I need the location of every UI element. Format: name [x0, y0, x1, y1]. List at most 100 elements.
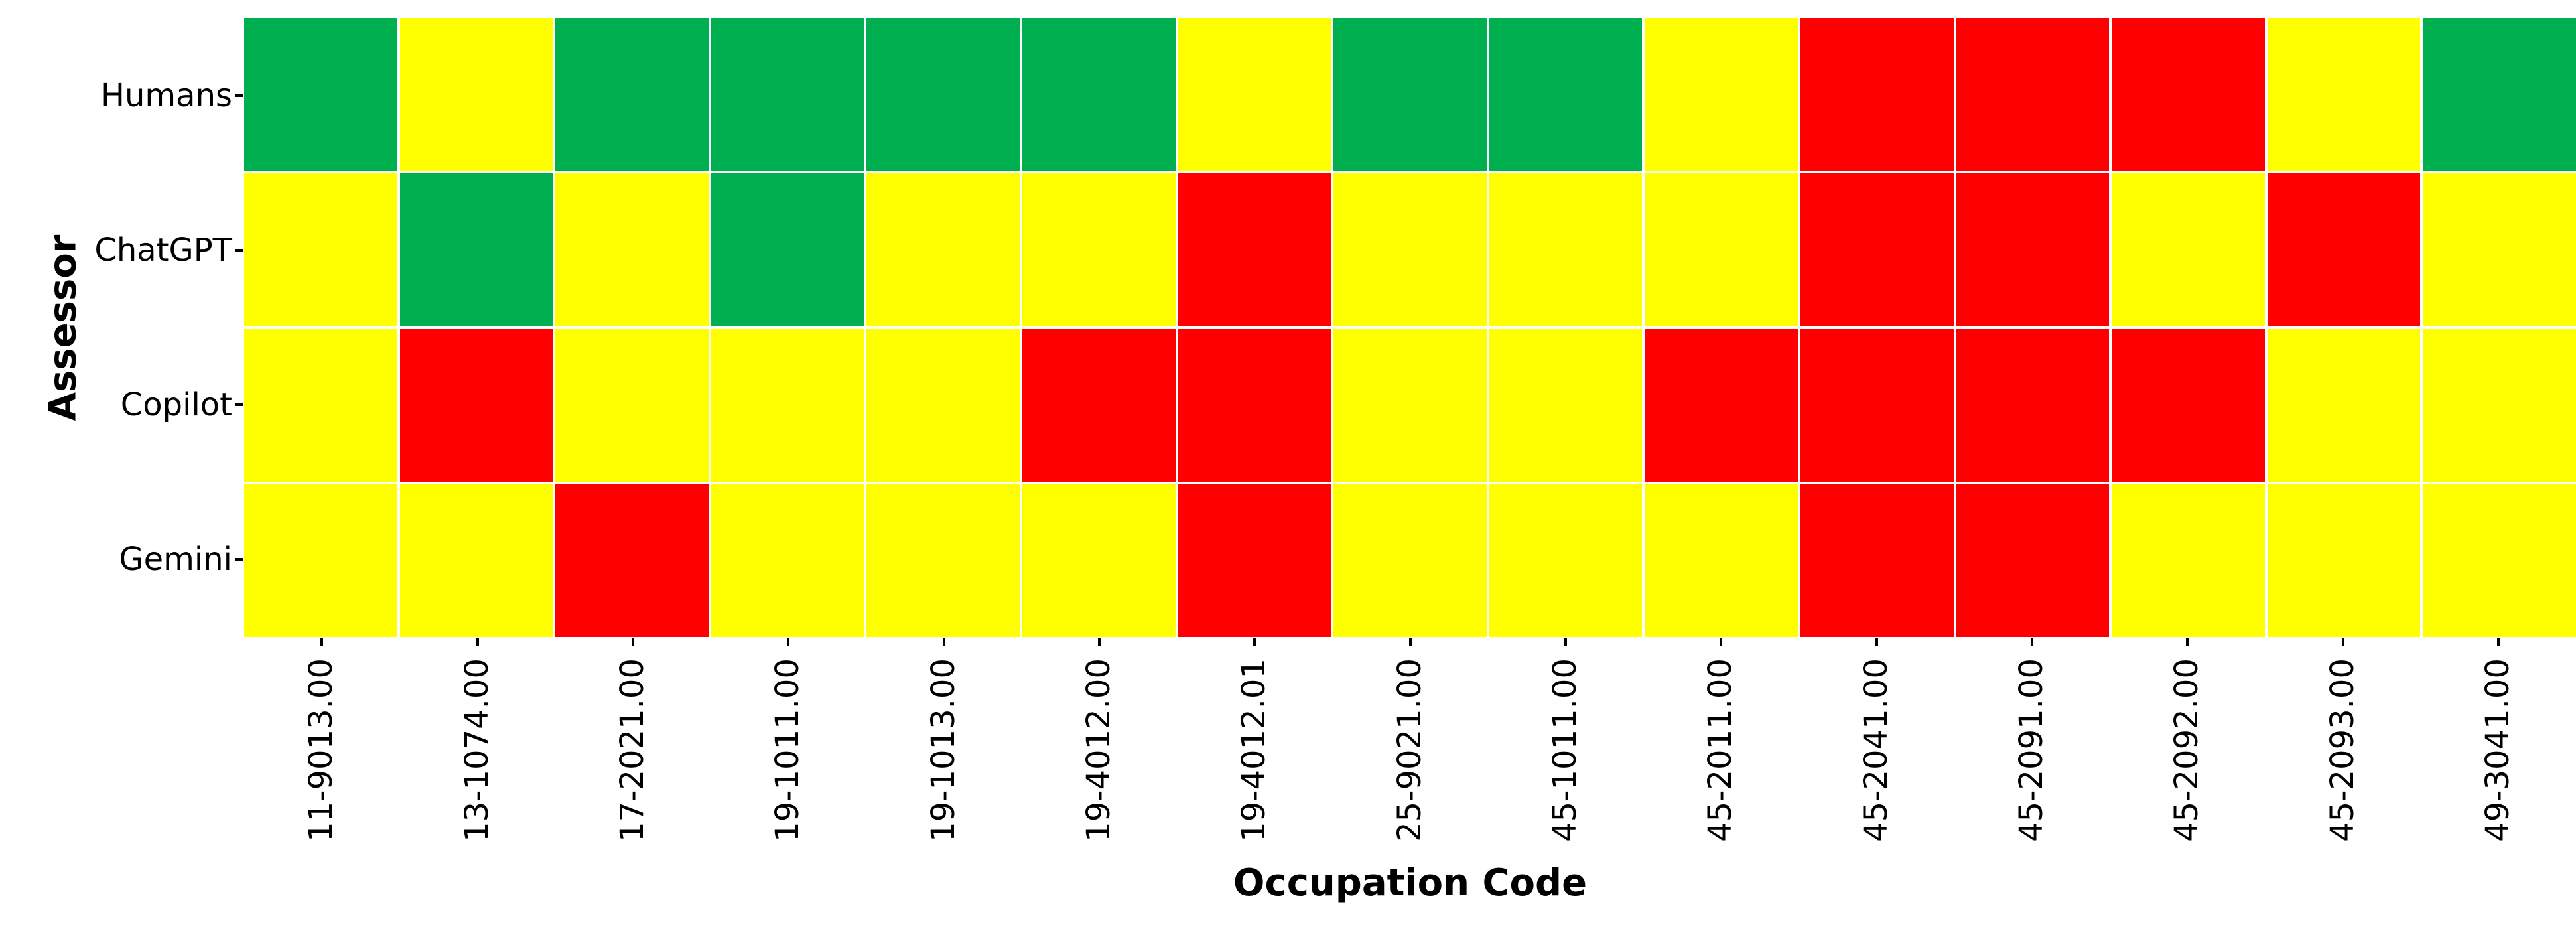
heatmap-cell-Gemini-45-2092.00 [2112, 484, 2265, 637]
x-tick-mark [2186, 638, 2189, 646]
heatmap-cell-Humans-45-1011.00 [1489, 18, 1643, 171]
heatmap-cell-Humans-45-2091.00 [1956, 18, 2110, 171]
heatmap-cell-ChatGPT-45-2041.00 [1800, 173, 1954, 326]
x-tick-mark [787, 638, 790, 646]
heatmap-cell-Humans-45-2011.00 [1645, 18, 1798, 171]
heatmap-cell-ChatGPT-25-9021.00 [1333, 173, 1487, 326]
heatmap-cell-Humans-19-1013.00 [866, 18, 1020, 171]
heatmap-cell-Gemini-11-9013.00 [244, 484, 397, 637]
heatmap-cell-Copilot-17-2021.00 [555, 328, 709, 482]
x-axis-title: Occupation Code [1233, 861, 1588, 904]
heatmap-cell-Gemini-45-2011.00 [1645, 484, 1798, 637]
x-tick-mark [942, 638, 945, 646]
heatmap-cell-ChatGPT-49-3041.00 [2423, 173, 2576, 326]
x-tick-label-45-2011.00: 45-2011.00 [1702, 658, 1739, 842]
heatmap-cell-Gemini-19-4012.00 [1022, 484, 1176, 637]
heatmap-cell-Gemini-19-1011.00 [711, 484, 864, 637]
x-tick-mark [1875, 638, 1878, 646]
x-tick-label-45-2093.00: 45-2093.00 [2323, 658, 2361, 842]
heatmap-cell-ChatGPT-19-1011.00 [711, 173, 864, 326]
x-tick-mark [631, 638, 634, 646]
heatmap-cell-Humans-45-2041.00 [1800, 18, 1954, 171]
x-tick-label-19-1011.00: 19-1011.00 [769, 658, 807, 842]
heatmap-cell-Humans-19-4012.00 [1022, 18, 1176, 171]
heatmap-cell-Gemini-45-1011.00 [1489, 484, 1643, 637]
heatmap-cell-ChatGPT-19-1013.00 [866, 173, 1020, 326]
heatmap-cell-Gemini-49-3041.00 [2423, 484, 2576, 637]
heatmap-cell-Copilot-45-2092.00 [2112, 328, 2265, 482]
x-tick-mark [2496, 638, 2500, 646]
x-tick-label-45-2092.00: 45-2092.00 [2168, 658, 2206, 842]
heatmap-cell-ChatGPT-19-4012.00 [1022, 173, 1176, 326]
heatmap-cell-Humans-13-1074.00 [399, 18, 553, 171]
heatmap-cell-Humans-45-2093.00 [2267, 18, 2421, 171]
heatmap-cell-Copilot-11-9013.00 [244, 328, 397, 482]
heatmap-cell-Gemini-19-1013.00 [866, 484, 1020, 637]
heatmap-cell-ChatGPT-13-1074.00 [399, 173, 553, 326]
x-tick-mark [1564, 638, 1567, 646]
heatmap-cell-Copilot-19-4012.01 [1178, 328, 1331, 482]
heatmap-cell-Copilot-25-9021.00 [1333, 328, 1487, 482]
heatmap-cell-ChatGPT-19-4012.01 [1178, 173, 1331, 326]
y-tick-label-Copilot: Copilot [120, 386, 232, 424]
heatmap-cell-Gemini-13-1074.00 [399, 484, 553, 637]
x-tick-label-49-3041.00: 49-3041.00 [2478, 658, 2516, 842]
heatmap-cell-Copilot-45-2093.00 [2267, 328, 2421, 482]
x-tick-label-13-1074.00: 13-1074.00 [458, 658, 496, 842]
heatmap-cell-Copilot-45-2011.00 [1645, 328, 1798, 482]
heatmap-cell-Copilot-45-2041.00 [1800, 328, 1954, 482]
x-tick-label-45-2091.00: 45-2091.00 [2012, 658, 2050, 842]
y-tick-mark [235, 94, 243, 97]
heatmap-cell-Humans-25-9021.00 [1333, 18, 1487, 171]
heatmap-cell-ChatGPT-45-2091.00 [1956, 173, 2110, 326]
x-tick-mark [1097, 638, 1101, 646]
y-tick-mark [235, 403, 243, 407]
heatmap-cell-ChatGPT-45-2093.00 [2267, 173, 2421, 326]
y-tick-label-ChatGPT: ChatGPT [94, 231, 232, 269]
heatmap-cell-Humans-45-2092.00 [2112, 18, 2265, 171]
heatmap-grid [244, 18, 2576, 637]
heatmap-cell-Copilot-13-1074.00 [399, 328, 553, 482]
x-tick-label-45-2041.00: 45-2041.00 [1857, 658, 1895, 842]
heatmap-cell-Humans-49-3041.00 [2423, 18, 2576, 171]
heatmap-cell-Humans-19-4012.01 [1178, 18, 1331, 171]
heatmap-cell-Copilot-45-1011.00 [1489, 328, 1643, 482]
heatmap-cell-ChatGPT-17-2021.00 [555, 173, 709, 326]
x-tick-mark [1720, 638, 1723, 646]
heatmap-cell-ChatGPT-11-9013.00 [244, 173, 397, 326]
x-tick-mark [320, 638, 324, 646]
heatmap-cell-Gemini-45-2041.00 [1800, 484, 1954, 637]
heatmap-cell-Humans-19-1011.00 [711, 18, 864, 171]
x-tick-mark [476, 638, 479, 646]
x-tick-mark [1253, 638, 1256, 646]
heatmap-cell-Copilot-19-4012.00 [1022, 328, 1176, 482]
heatmap-cell-Gemini-25-9021.00 [1333, 484, 1487, 637]
y-tick-label-Humans: Humans [100, 76, 232, 114]
x-tick-mark [1408, 638, 1412, 646]
heatmap-cell-Copilot-45-2091.00 [1956, 328, 2110, 482]
y-tick-mark [235, 558, 243, 561]
heatmap-cell-Copilot-19-1011.00 [711, 328, 864, 482]
heatmap-cell-Gemini-45-2091.00 [1956, 484, 2110, 637]
heatmap-cell-ChatGPT-45-2092.00 [2112, 173, 2265, 326]
heatmap-cell-Copilot-19-1013.00 [866, 328, 1020, 482]
heatmap-cell-Gemini-45-2093.00 [2267, 484, 2421, 637]
x-tick-label-17-2021.00: 17-2021.00 [613, 658, 651, 842]
y-tick-label-Gemini: Gemini [119, 541, 232, 579]
heatmap-cell-ChatGPT-45-2011.00 [1645, 173, 1798, 326]
heatmap-cell-Gemini-19-4012.01 [1178, 484, 1331, 637]
heatmap-cell-Gemini-17-2021.00 [555, 484, 709, 637]
x-tick-label-25-9021.00: 25-9021.00 [1390, 658, 1428, 842]
heatmap-cell-Copilot-49-3041.00 [2423, 328, 2576, 482]
x-tick-label-19-4012.01: 19-4012.01 [1235, 658, 1273, 842]
y-tick-mark [235, 248, 243, 252]
x-tick-mark [2341, 638, 2344, 646]
heatmap-cell-ChatGPT-45-1011.00 [1489, 173, 1643, 326]
x-tick-label-11-9013.00: 11-9013.00 [303, 658, 340, 842]
x-tick-label-19-1013.00: 19-1013.00 [924, 658, 962, 842]
heatmap-cell-Humans-17-2021.00 [555, 18, 709, 171]
heatmap-cell-Humans-11-9013.00 [244, 18, 397, 171]
x-tick-label-19-4012.00: 19-4012.00 [1079, 658, 1117, 842]
x-tick-label-45-1011.00: 45-1011.00 [1546, 658, 1584, 842]
